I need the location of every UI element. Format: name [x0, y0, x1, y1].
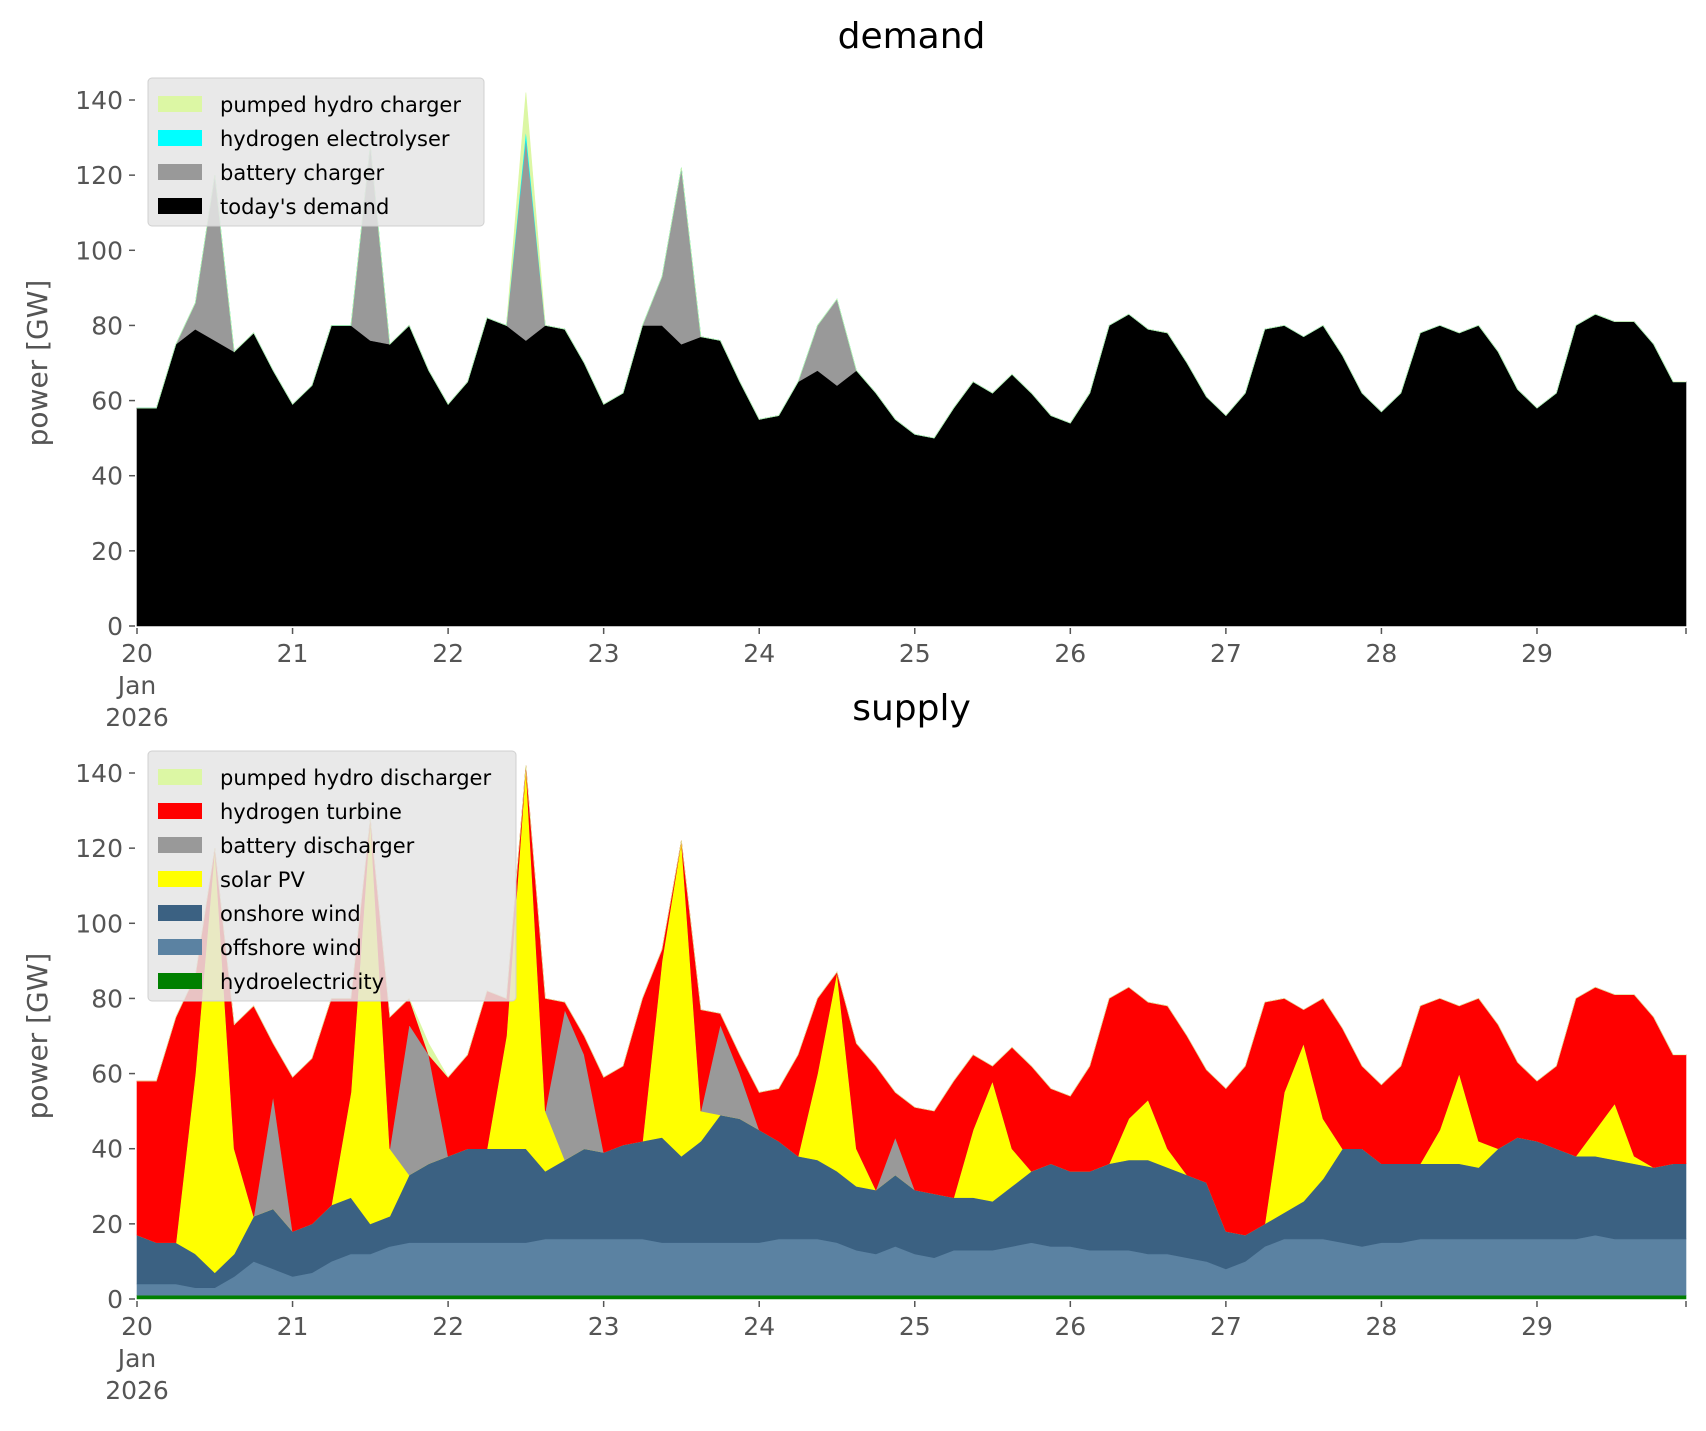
y-tick-label: 100 [75, 236, 123, 265]
y-axis-label: power [GW] [21, 280, 54, 447]
x-tick-sublabel: 2026 [105, 1376, 169, 1405]
x-tick-label: 28 [1366, 1312, 1398, 1341]
area-today-s-demand [136, 313, 1687, 627]
x-tick-label: 21 [277, 1312, 309, 1341]
x-tick-sublabel: Jan [116, 671, 157, 700]
x-tick-label: 20 [121, 1312, 153, 1341]
x-tick-label: 26 [1054, 1312, 1086, 1341]
legend-label-hydrogen-turbine: hydrogen turbine [220, 800, 402, 824]
x-tick-label: 22 [432, 1312, 464, 1341]
y-tick-label: 80 [91, 311, 123, 340]
legend-label-battery-discharger: battery discharger [220, 834, 415, 858]
x-tick-label: 26 [1054, 639, 1086, 668]
legend-swatch-hydrogen-turbine [158, 803, 202, 819]
y-tick-label: 80 [91, 984, 123, 1013]
y-tick-label: 120 [75, 834, 123, 863]
y-tick-label: 140 [75, 86, 123, 115]
legend-label-hydrogen-electrolyser: hydrogen electrolyser [220, 127, 450, 151]
legend-swatch-solar-pv [158, 871, 202, 887]
legend-swatch-battery-discharger [158, 837, 202, 853]
y-tick-label: 120 [75, 161, 123, 190]
legend-swatch-battery-charger [158, 164, 202, 180]
legend-swatch-hydrogen-electrolyser [158, 130, 202, 146]
area-pumped-hydro-discharger [137, 765, 1686, 1112]
x-tick-label: 23 [588, 1312, 620, 1341]
legend-label-offshore-wind: offshore wind [220, 936, 362, 960]
chart-title: demand [838, 16, 986, 57]
legend-swatch-pumped-hydro-charger [158, 96, 202, 112]
legend-swatch-onshore-wind [158, 905, 202, 921]
legend: pumped hydro charger hydrogen electrolyse… [147, 77, 485, 227]
y-tick-label: 60 [91, 387, 123, 416]
legend-label-pumped-hydro-charger: pumped hydro charger [220, 93, 461, 117]
y-tick-label: 40 [91, 462, 123, 491]
legend-swatch-today-s-demand [158, 198, 202, 214]
x-tick-label: 25 [899, 639, 931, 668]
legend-swatch-pumped-hydro-discharger [158, 769, 202, 785]
y-tick-label: 140 [75, 759, 123, 788]
x-tick-label: 27 [1210, 1312, 1242, 1341]
area-pumped-hydro-charger [137, 92, 1686, 439]
x-tick-label: 28 [1366, 639, 1398, 668]
x-tick-label: 29 [1521, 1312, 1553, 1341]
x-tick-label: 21 [277, 639, 309, 668]
legend-label-solar-pv: solar PV [220, 868, 305, 892]
x-tick-label: 29 [1521, 639, 1553, 668]
legend: pumped hydro discharger hydrogen turbine b… [147, 750, 517, 1002]
y-tick-label: 0 [107, 612, 123, 641]
x-tick-label: 20 [121, 639, 153, 668]
y-tick-label: 0 [107, 1285, 123, 1314]
y-tick-label: 40 [91, 1135, 123, 1164]
y-tick-label: 100 [75, 909, 123, 938]
x-tick-sublabel: 2026 [105, 703, 169, 732]
x-tick-sublabel: Jan [116, 1344, 157, 1373]
y-tick-label: 20 [91, 537, 123, 566]
legend-box [147, 77, 485, 227]
legend-label-hydroelectricity: hydroelectricity [220, 970, 384, 994]
x-tick-label: 24 [743, 639, 775, 668]
x-tick-label: 25 [899, 1312, 931, 1341]
legend-label-pumped-hydro-discharger: pumped hydro discharger [220, 766, 491, 790]
x-tick-label: 27 [1210, 639, 1242, 668]
legend-label-battery-charger: battery charger [220, 161, 385, 185]
legend-swatch-offshore-wind [158, 939, 202, 955]
legend-swatch-hydroelectricity [158, 973, 202, 989]
y-axis-label: power [GW] [21, 953, 54, 1120]
legend-label-today-s-demand: today's demand [220, 195, 389, 219]
y-tick-label: 20 [91, 1210, 123, 1239]
x-tick-label: 22 [432, 639, 464, 668]
chart-title: supply [852, 688, 971, 729]
legend-box [147, 750, 517, 1002]
legend-label-onshore-wind: onshore wind [220, 902, 361, 926]
area-hydroelectricity [136, 1294, 1687, 1300]
y-tick-label: 60 [91, 1060, 123, 1089]
x-tick-label: 24 [743, 1312, 775, 1341]
x-tick-label: 23 [588, 639, 620, 668]
